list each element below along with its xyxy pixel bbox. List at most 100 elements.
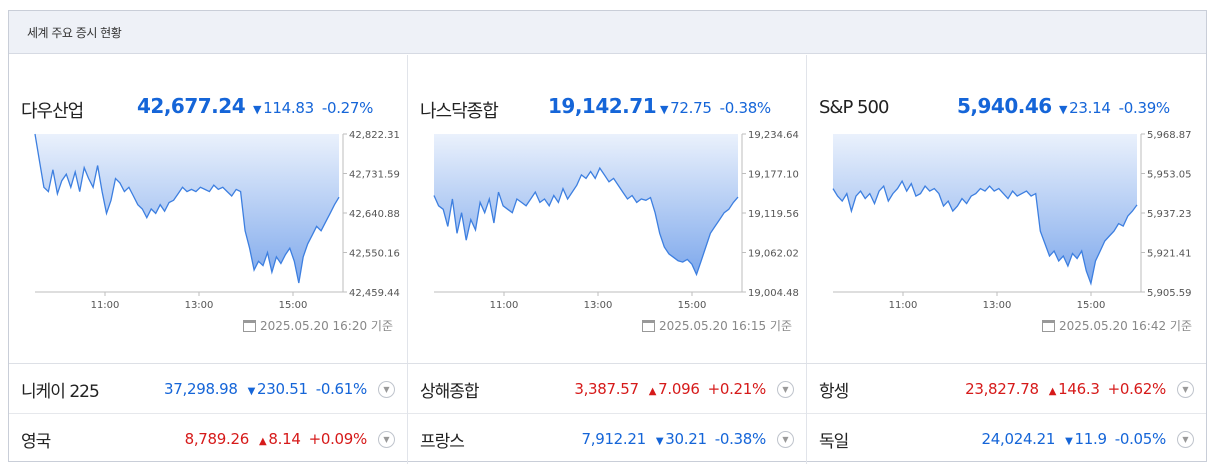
- intraday-chart: 5,968.87 5,953.05 5,937.23 5,921.41 5,905.59…: [832, 130, 1192, 310]
- index-name: 다우산업: [21, 101, 84, 122]
- y-tick-label: 42,550.16: [349, 249, 400, 260]
- chart-area: [35, 134, 339, 283]
- index-figures: 7,912.21 ▼ 30.21 -0.38%: [581, 430, 766, 448]
- timestamp: 2025.05.20 16:15 기준: [642, 317, 792, 334]
- timestamp: 2025.05.20 16:42 기준: [1042, 317, 1192, 334]
- world-markets-widget: 세계 주요 증시 현황 다우산업 42,677.24 ▼ 114.83 -0.27%…: [8, 10, 1207, 464]
- timestamp-text: 2025.05.20 16:20 기준: [260, 319, 393, 333]
- change-percent: +0.21%: [707, 380, 767, 398]
- index-name: 상해종합: [420, 381, 480, 402]
- index-cell-germany[interactable]: 독일 24,024.21 ▼ 11.9 -0.05% ▼: [807, 414, 1206, 464]
- panel-nasdaq[interactable]: 나스닥종합 19,142.71 ▼ 72.75 -0.38% 19,234.64 19…: [408, 55, 807, 363]
- y-tick-label: 19,062.02: [748, 249, 799, 260]
- down-arrow-icon: ▼: [253, 103, 262, 116]
- widget-title: 세계 주요 증시 현황: [27, 25, 122, 40]
- chevron-down-icon[interactable]: ▼: [378, 380, 395, 398]
- index-figures: 3,387.57 ▲ 7.096 +0.21%: [574, 380, 766, 398]
- y-tick-label: 5,905.59: [1147, 288, 1192, 299]
- down-arrow-icon: ▼: [660, 103, 669, 116]
- x-tick-label: 11:00: [91, 300, 120, 310]
- index-cell-france[interactable]: 프랑스 7,912.21 ▼ 30.21 -0.38% ▼: [408, 414, 807, 464]
- index-name: 니케이 225: [21, 381, 100, 402]
- y-tick-label: 19,004.48: [748, 288, 799, 299]
- panel-sp500[interactable]: S&P 500 5,940.46 ▼ 23.14 -0.39% 5,968.87 5,…: [807, 55, 1206, 363]
- panel-dow[interactable]: 다우산업 42,677.24 ▼ 114.83 -0.27% 42,822.31 42…: [9, 55, 408, 363]
- up-arrow-icon: ▲: [258, 436, 267, 447]
- chevron-down-icon[interactable]: ▼: [1177, 380, 1194, 398]
- index-value: 37,298.98: [164, 380, 238, 398]
- change-percent: +0.62%: [1107, 380, 1167, 398]
- y-tick-label: 42,459.44: [349, 288, 400, 299]
- change-amount: 11.9: [1074, 430, 1108, 448]
- change-amount: 7.096: [658, 380, 700, 398]
- intraday-chart: 19,234.64 19,177.10 19,119.56 19,062.02 19,0…: [433, 130, 799, 310]
- index-name: 영국: [21, 431, 51, 452]
- change-percent: -0.61%: [315, 380, 368, 398]
- change-amount: 72.75: [670, 99, 712, 117]
- x-tick-label: 13:00: [584, 300, 613, 310]
- intraday-chart: 42,822.31 42,731.59 42,640.88 42,550.16 42,4…: [34, 130, 400, 310]
- change-amount: 146.3: [1058, 380, 1100, 398]
- major-index-panels: 다우산업 42,677.24 ▼ 114.83 -0.27% 42,822.31 42…: [9, 55, 1206, 363]
- change-percent: -0.39%: [1118, 99, 1171, 117]
- chevron-down-icon[interactable]: ▼: [378, 430, 395, 448]
- chart-area: [833, 134, 1137, 284]
- change-percent: -0.05%: [1114, 430, 1167, 448]
- chart-line: [832, 179, 1138, 286]
- change-amount: 30.21: [665, 430, 707, 448]
- index-name: S&P 500: [819, 97, 889, 118]
- change-percent: -0.38%: [719, 99, 772, 117]
- y-tick-label: 5,937.23: [1147, 209, 1192, 220]
- index-cell-uk[interactable]: 영국 8,789.26 ▲ 8.14 +0.09% ▼: [9, 414, 408, 464]
- index-value: 19,142.71: [548, 94, 657, 118]
- y-tick-label: 5,953.05: [1147, 170, 1192, 181]
- index-value: 24,024.21: [981, 430, 1056, 448]
- index-change: ▼ 23.14 -0.39%: [1059, 99, 1170, 117]
- index-value: 23,827.78: [965, 380, 1039, 398]
- change-percent: -0.27%: [321, 99, 374, 117]
- timestamp-text: 2025.05.20 16:42 기준: [1059, 319, 1192, 333]
- index-value: 3,387.57: [574, 380, 639, 398]
- change-amount: 230.51: [257, 380, 308, 398]
- index-figures: 23,827.78 ▲ 146.3 +0.62%: [965, 380, 1166, 398]
- index-change: ▼ 114.83 -0.27%: [253, 99, 373, 117]
- y-tick-label: 19,119.56: [748, 209, 799, 220]
- down-arrow-icon: ▼: [1059, 103, 1068, 116]
- down-arrow-icon: ▼: [655, 436, 664, 447]
- calendar-icon: [1042, 320, 1055, 332]
- index-value: 5,940.46: [957, 94, 1052, 118]
- index-name: 나스닥종합: [420, 101, 499, 122]
- chart-line: [433, 166, 739, 277]
- widget-header: 세계 주요 증시 현황: [9, 11, 1206, 54]
- index-figures: 8,789.26 ▲ 8.14 +0.09%: [185, 430, 368, 448]
- up-arrow-icon: ▲: [1048, 386, 1057, 397]
- x-tick-label: 15:00: [678, 300, 707, 310]
- x-tick-label: 15:00: [1077, 300, 1106, 310]
- up-arrow-icon: ▲: [648, 386, 657, 397]
- x-tick-label: 13:00: [983, 300, 1012, 310]
- index-cell-nikkei[interactable]: 니케이 225 37,298.98 ▼ 230.51 -0.61% ▼: [9, 364, 408, 414]
- y-tick-label: 42,731.59: [349, 170, 400, 181]
- index-name: 프랑스: [420, 431, 465, 452]
- down-arrow-icon: ▼: [247, 386, 256, 397]
- index-value: 7,912.21: [581, 430, 646, 448]
- index-change: ▼ 72.75 -0.38%: [660, 99, 771, 117]
- chevron-down-icon[interactable]: ▼: [1177, 430, 1194, 448]
- index-name: 독일: [819, 431, 849, 452]
- y-tick-label: 5,968.87: [1147, 130, 1192, 141]
- index-cell-hangseng[interactable]: 항셍 23,827.78 ▲ 146.3 +0.62% ▼: [807, 364, 1206, 414]
- y-tick-label: 42,822.31: [349, 130, 400, 141]
- x-tick-label: 15:00: [279, 300, 308, 310]
- y-tick-label: 5,921.41: [1147, 249, 1192, 260]
- change-amount: 23.14: [1069, 99, 1111, 117]
- index-name: 항셍: [819, 381, 849, 402]
- other-index-rows: 니케이 225 37,298.98 ▼ 230.51 -0.61% ▼ 상해종합 3,…: [9, 363, 1206, 464]
- x-tick-label: 11:00: [889, 300, 918, 310]
- change-amount: 114.83: [263, 99, 314, 117]
- index-cell-shanghai[interactable]: 상해종합 3,387.57 ▲ 7.096 +0.21% ▼: [408, 364, 807, 414]
- chevron-down-icon[interactable]: ▼: [777, 380, 794, 398]
- chevron-down-icon[interactable]: ▼: [777, 430, 794, 448]
- timestamp-text: 2025.05.20 16:15 기준: [659, 319, 792, 333]
- change-amount: 8.14: [268, 430, 301, 448]
- y-tick-label: 42,640.88: [349, 209, 400, 220]
